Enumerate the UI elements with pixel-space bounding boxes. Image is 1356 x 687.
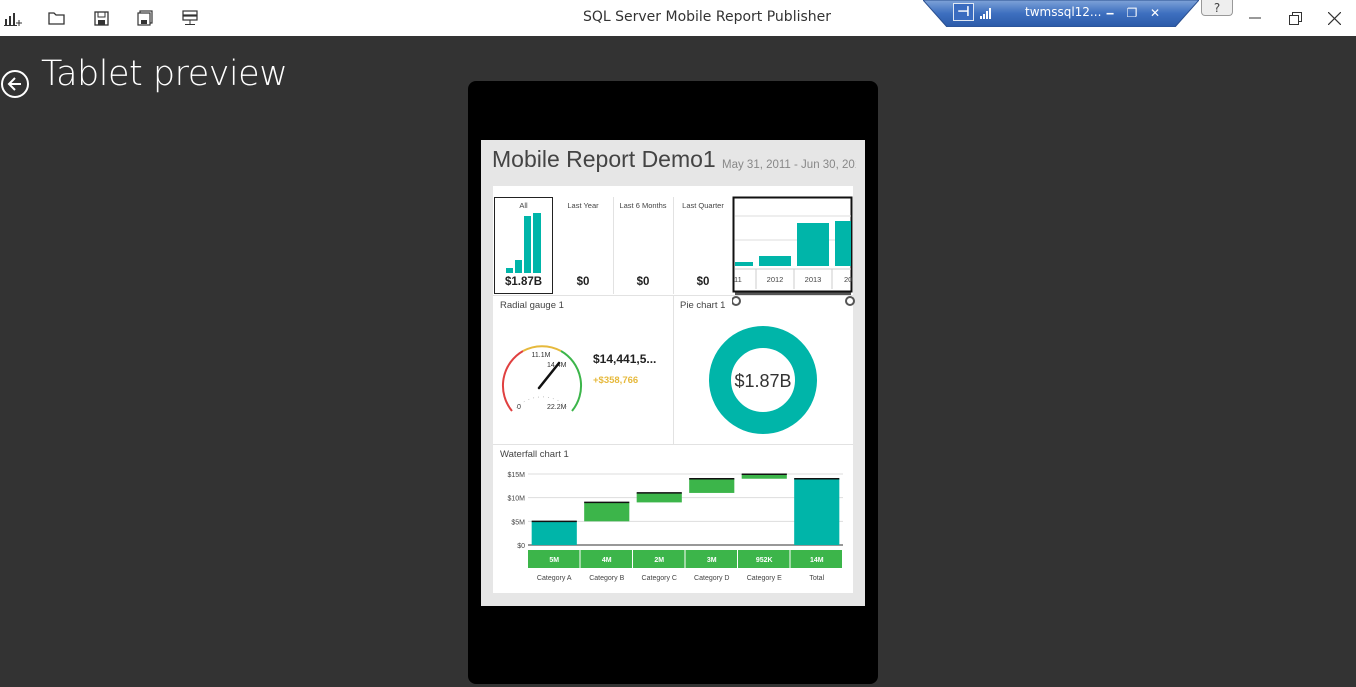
save-icon[interactable] [91, 9, 111, 27]
data-label-box [580, 550, 632, 568]
y-tick-label: $15M [507, 472, 525, 479]
gauge-min-label: 0 [517, 404, 521, 411]
minimize-icon[interactable] [1243, 8, 1267, 28]
waterfall-bar [584, 502, 630, 522]
help-icon[interactable]: ? [1201, 0, 1233, 16]
back-arrow-icon[interactable] [1, 70, 29, 98]
data-label: 4M [602, 557, 612, 564]
remote-restore-icon[interactable]: ❐ [1126, 5, 1138, 20]
data-label: 5M [549, 557, 559, 564]
restore-icon[interactable] [1283, 8, 1307, 28]
time-tile-label: All [519, 201, 528, 210]
pin-icon[interactable]: ⊣ [953, 3, 974, 21]
app-title: SQL Server Mobile Report Publisher [582, 9, 832, 25]
category-label: Category D [694, 575, 729, 582]
waterfall-chart: $0 $5M $10M $15M 5M Category A 4M Category B 2M C… [507, 472, 843, 582]
waterfall-bar [531, 521, 577, 545]
time-tile-value: $1.87B [504, 276, 543, 288]
close-icon[interactable] [1322, 8, 1346, 28]
donut-center-value: $1.87B [734, 371, 791, 391]
category-label: Total [809, 575, 824, 582]
data-label-box [528, 550, 580, 568]
timeline-bar [759, 256, 791, 266]
radial-gauge: 0 11.1M 14.4M 22.2M [502, 345, 582, 412]
data-label-box [738, 550, 790, 568]
waterfall-bar [741, 474, 787, 479]
data-label: 3M [707, 557, 717, 564]
timeline-handle-left[interactable] [732, 296, 741, 306]
data-label-box [685, 550, 737, 568]
timeline-bar [797, 223, 829, 266]
y-tick-label: $10M [507, 496, 525, 503]
gauge-needle [537, 361, 561, 390]
timeline-handle-right[interactable] [845, 296, 855, 306]
timeline-selector[interactable]: 11 2012 2013 20 [732, 196, 856, 308]
gauge-mid-label: 11.1M [532, 352, 551, 359]
time-tile-label[interactable]: Last Year [567, 201, 599, 210]
waterfall-title: Waterfall chart 1 [500, 449, 569, 460]
timeline-bar [735, 262, 753, 266]
remote-minimize-icon[interactable]: ‒ [1105, 5, 1115, 20]
data-label: 2M [654, 557, 664, 564]
data-label: 14M [810, 557, 824, 564]
time-tile-label[interactable]: Last Quarter [682, 201, 724, 210]
category-label: Category E [747, 575, 782, 582]
data-label-box [633, 550, 685, 568]
timeline-bar [835, 221, 851, 266]
timeline-year-label: 2012 [767, 275, 784, 284]
time-tile-all[interactable] [494, 197, 553, 294]
remote-session-name: twmssql12... [1025, 5, 1102, 19]
timeline-year-label: 11 [734, 275, 742, 284]
waterfall-bar [794, 478, 840, 545]
remote-session-bar [923, 0, 1199, 27]
gauge-delta: +$358,766 [593, 375, 639, 386]
page-title: Tablet preview [41, 54, 288, 94]
y-tick-label: $0 [517, 543, 525, 550]
time-tile-label[interactable]: Last 6 Months [619, 201, 667, 210]
waterfall-bar [636, 492, 682, 503]
pie-title: Pie chart 1 [680, 300, 726, 311]
gauge-value: $14,441,5... [593, 352, 657, 366]
tile-divider [613, 197, 614, 294]
donut-slice [709, 326, 817, 434]
gauge-max-label: 22.2M [547, 404, 567, 411]
category-label: Category A [537, 575, 572, 582]
timeline-year-label: 2013 [805, 275, 822, 284]
time-tile-value: $0 [696, 276, 710, 288]
save-as-icon[interactable] [135, 9, 155, 27]
donut-chart: $1.87B [709, 326, 817, 434]
gauge-title: Radial gauge 1 [500, 300, 564, 311]
signal-icon [977, 4, 995, 21]
report-date-range: May 31, 2011 - Jun 30, 2014 [722, 159, 856, 171]
category-label: Category C [642, 575, 677, 582]
new-report-icon[interactable] [3, 9, 23, 27]
time-tile-value: $0 [636, 276, 650, 288]
timeline-year-label: 20 [844, 275, 852, 284]
section-divider [493, 295, 853, 296]
remote-close-icon[interactable]: ✕ [1149, 5, 1161, 20]
time-tile-all-sparkbars [506, 213, 541, 273]
category-label: Category B [589, 575, 624, 582]
open-folder-icon[interactable] [47, 9, 67, 27]
y-tick-label: $5M [511, 519, 525, 526]
publish-server-icon[interactable] [180, 9, 200, 27]
data-label-box [790, 550, 842, 568]
section-divider [493, 444, 853, 445]
title-bar: SQL Server Mobile Report Publisher ⊣ twm… [0, 0, 1356, 36]
section-divider [673, 296, 674, 444]
waterfall-bar [689, 478, 735, 493]
report-title: Mobile Report Demo1 [492, 146, 716, 172]
tile-divider [673, 197, 674, 294]
data-label: 952K [756, 557, 773, 564]
time-tile-value: $0 [576, 276, 590, 288]
